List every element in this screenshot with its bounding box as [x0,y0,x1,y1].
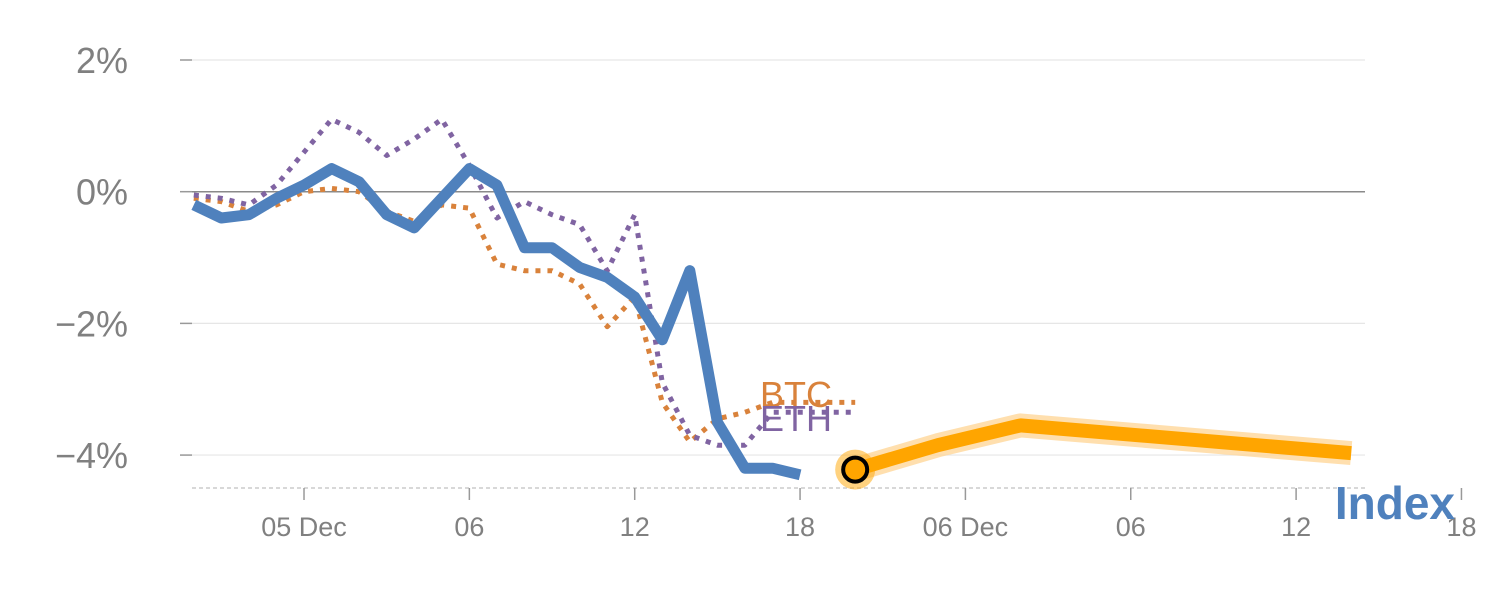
eth-line [193,116,856,448]
x-tick-label: 06 Dec [923,512,1009,542]
x-tick-label: 18 [1446,512,1476,542]
index-line [191,163,802,481]
x-tick-label: 18 [785,512,815,542]
x-tick-label: 12 [620,512,650,542]
series-layer [191,116,1353,490]
btc-label: BTC [760,374,832,415]
y-tick-label: −4% [55,435,128,476]
index-forecast-line [853,418,1352,477]
grid-layer [192,59,1365,456]
index-label: Index [1335,477,1456,529]
btc-line [193,185,856,445]
x-tick-label: 06 [1116,512,1146,542]
y-tick-label: 0% [76,172,128,213]
y-tick-label: 2% [76,40,128,81]
x-tick-label: 05 Dec [261,512,347,542]
y-tick-label: −2% [55,303,128,344]
eth-label: ETH [760,398,832,439]
x-tick-label: 06 [454,512,484,542]
x-tick-label: 12 [1281,512,1311,542]
highlight-point [841,455,870,484]
x-axis: 05 Dec 06 12 18 06 Dec 06 12 18 [192,487,1476,542]
y-axis: 2% 0% −2% −4% [55,40,192,476]
